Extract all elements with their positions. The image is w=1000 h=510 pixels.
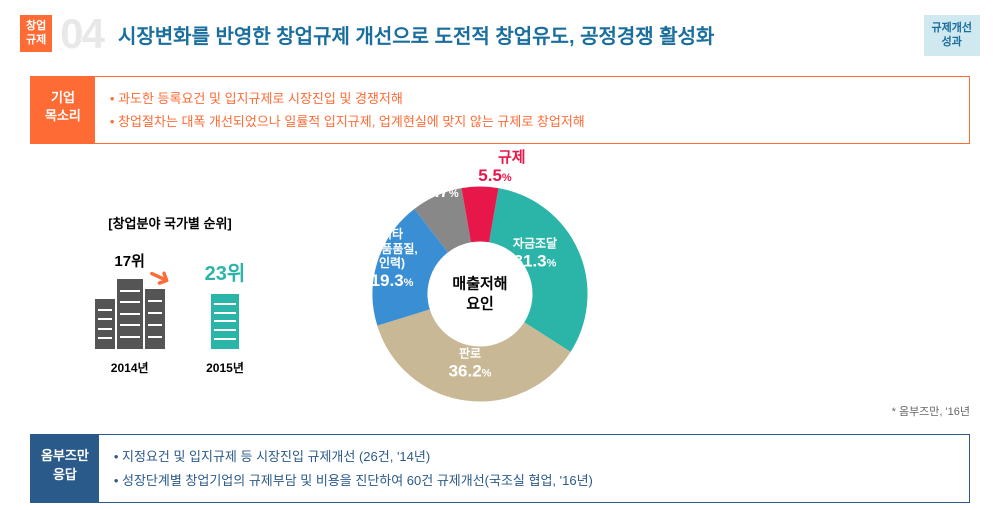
badge-text: 창업 xyxy=(26,20,46,32)
donut-chart-wrap: 규제 매출저해 요인 자금조달31.3%판로36.2%기타(제품품질,인력)19… xyxy=(350,164,970,424)
response-item: 지정요건 및 입지규제 등 시장진입 규제개선 (26건, '14년) xyxy=(114,445,593,468)
building-icon xyxy=(211,294,239,349)
source-note: * 옴부즈만, '16년 xyxy=(892,403,970,419)
company-voice-box: 기업 목소리 과도한 등록요건 및 입지규제로 시장진입 및 경쟁저해 창업절차… xyxy=(30,76,970,145)
result-badge: 규제개선 성과 xyxy=(924,15,980,56)
rank-value: 17위 xyxy=(114,250,145,271)
slice-label: 5.5% xyxy=(478,166,511,186)
slice-label: 기타(제품품질,인력)19.3% xyxy=(366,228,418,292)
slice-label: 7.7% xyxy=(425,182,458,202)
rank-chart: [창업분야 국가별 순위] ➜ 17위 2014년 23위 2015년 xyxy=(30,213,310,376)
voice-content: 과도한 등록요건 및 입지규제로 시장진입 및 경쟁저해 창업절차는 대폭 개선… xyxy=(95,77,600,144)
response-item: 성장단계별 창업기업의 규제부담 및 비용을 진단하여 60건 규제개선(국조실… xyxy=(114,469,593,492)
label-text: 옴부즈만 xyxy=(41,448,89,463)
header: 창업 규제 04 시장변화를 반영한 창업규제 개선으로 도전적 창업유도, 공… xyxy=(0,0,1000,66)
ombudsman-response-box: 옴부즈만 응답 지정요건 및 입지규제 등 시장진입 규제개선 (26건, '1… xyxy=(30,434,970,503)
year-label: 2015년 xyxy=(206,359,244,376)
rank-value: 23위 xyxy=(205,257,246,286)
rank-2015: 23위 2015년 xyxy=(205,257,246,376)
center-text: 매출저해 xyxy=(452,276,507,293)
label-text: 목소리 xyxy=(45,108,81,123)
center-text: 요인 xyxy=(466,295,494,312)
response-content: 지정요건 및 입지규제 등 시장진입 규제개선 (26건, '14년) 성장단계… xyxy=(99,435,608,502)
donut-center: 매출저해 요인 xyxy=(452,275,507,314)
rank-title: [창업분야 국가별 순위] xyxy=(30,213,310,232)
rank-row: ➜ 17위 2014년 23위 2015년 xyxy=(30,250,310,376)
badge-text: 규제 xyxy=(26,34,46,46)
year-label: 2014년 xyxy=(111,359,149,376)
badge-text: 규제개선 xyxy=(932,22,972,34)
startup-reg-badge: 창업 규제 xyxy=(20,15,52,52)
donut-chart: 매출저해 요인 자금조달31.3% 판로36.2% 기타(제품품질,인력)19.3%… xyxy=(350,164,610,424)
voice-item: 과도한 등록요건 및 입지규제로 시장진입 및 경쟁저해 xyxy=(110,87,585,110)
slice-label: 판로36.2% xyxy=(449,347,492,382)
page-title: 시장변화를 반영한 창업규제 개선으로 도전적 창업유도, 공정경쟁 활성화 xyxy=(118,15,924,49)
label-text: 기업 xyxy=(51,90,75,105)
voice-item: 창업절차는 대폭 개선되었으나 일률적 입지규제, 업계현실에 맞지 않는 규제… xyxy=(110,110,585,133)
slice-label: 자금조달31.3% xyxy=(513,237,557,272)
section-number: 04 xyxy=(60,15,103,53)
charts-area: [창업분야 국가별 순위] ➜ 17위 2014년 23위 2015년 xyxy=(30,164,970,424)
badge-text: 성과 xyxy=(942,36,962,48)
response-label: 옴부즈만 응답 xyxy=(31,435,99,502)
label-text: 응답 xyxy=(53,467,77,482)
buildings-icon xyxy=(95,279,165,349)
voice-label: 기업 목소리 xyxy=(31,77,95,144)
